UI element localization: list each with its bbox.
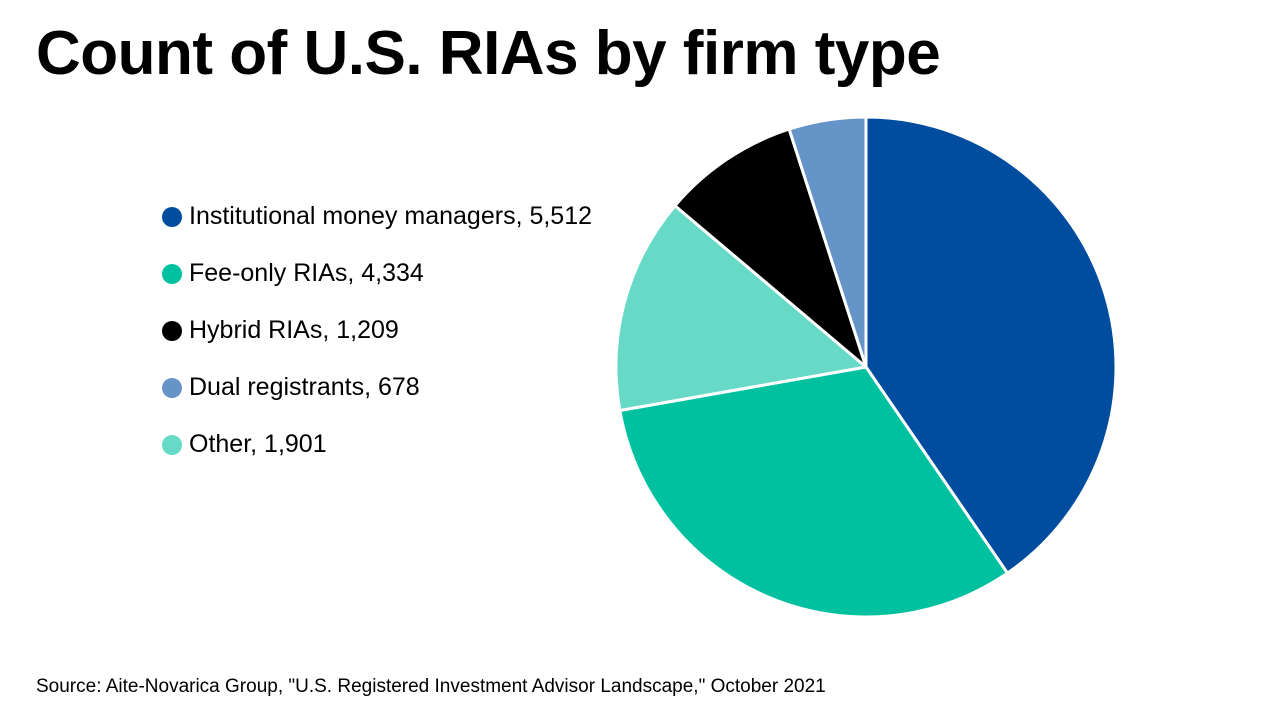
- legend-item: Hybrid RIAs, 1,209: [162, 302, 592, 359]
- legend: Institutional money managers, 5,512 Fee-o…: [162, 188, 592, 473]
- legend-marker: [162, 377, 182, 398]
- source-note: Source: Aite-Novarica Group, "U.S. Regis…: [36, 676, 826, 697]
- legend-label: Institutional money managers, 5,512: [189, 202, 593, 230]
- legend-marker: [162, 434, 182, 455]
- chart-title: Count of U.S. RIAs by firm type: [36, 19, 941, 88]
- legend-item: Institutional money managers, 5,512: [162, 188, 592, 245]
- pie-slice-institutional-money-managers: [864, 115, 1118, 575]
- legend-item: Fee-only RIAs, 4,334: [162, 245, 592, 302]
- legend-marker: [162, 206, 182, 227]
- legend-label: Dual registrants, 678: [189, 373, 420, 401]
- legend-label: Other, 1,901: [189, 430, 327, 458]
- legend-item: Other, 1,901: [162, 416, 592, 473]
- pie-slice-fee-only-rias: [618, 365, 1009, 619]
- legend-item: Dual registrants, 678: [162, 359, 592, 416]
- legend-marker: [162, 263, 182, 284]
- legend-label: Hybrid RIAs, 1,209: [189, 316, 399, 344]
- legend-label: Fee-only RIAs, 4,334: [189, 259, 424, 287]
- pie-slice-other: [614, 204, 868, 412]
- pie-slice-hybrid-rias: [673, 127, 868, 369]
- pie-slice-dual-registrants: [787, 115, 868, 369]
- legend-marker: [162, 320, 182, 341]
